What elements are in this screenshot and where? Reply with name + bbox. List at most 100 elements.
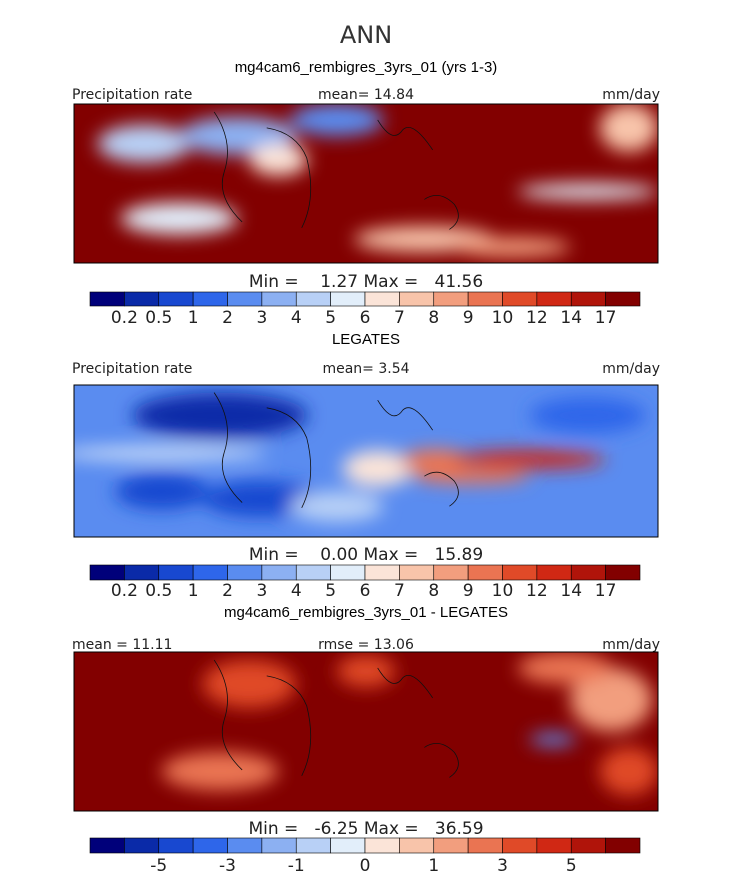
colorbar-box — [192, 564, 228, 581]
map — [74, 104, 658, 263]
colorbar-label: 5 — [566, 856, 577, 876]
colorbar-box — [502, 564, 538, 581]
map-region — [336, 655, 396, 687]
map-region — [120, 202, 238, 235]
colorbar-label: 14 — [560, 308, 582, 328]
colorbar-label: 5 — [325, 581, 336, 601]
colorbar-box — [467, 564, 503, 581]
stats-label: Min = -6.25 Max = 36.59 — [248, 819, 483, 839]
panel-heading: mg4cam6_rembigres_3yrs_01 - LEGATES — [224, 604, 508, 621]
top-center-label: mean= 14.84 — [318, 87, 414, 103]
colorbar-label: 4 — [291, 581, 302, 601]
coastline — [213, 111, 459, 230]
top-right-label: mm/day — [602, 361, 660, 377]
map — [74, 385, 658, 537]
colorbar-box — [261, 837, 297, 854]
colorbar-label: 3 — [256, 308, 267, 328]
colorbar-label: 0.2 — [111, 581, 138, 601]
colorbar-box — [605, 291, 641, 307]
map-region — [290, 104, 384, 136]
colorbar-label: 9 — [463, 308, 474, 328]
colorbar-box — [536, 564, 572, 581]
colorbar-box — [89, 564, 125, 581]
map-region — [517, 652, 612, 684]
colorbar-box — [399, 291, 435, 307]
map-region — [599, 747, 658, 796]
colorbar-label: 1 — [188, 308, 199, 328]
colorbar-label: 3 — [256, 581, 267, 601]
colorbar-label: 6 — [360, 308, 371, 328]
map-region — [570, 667, 653, 732]
map-frame — [73, 651, 659, 812]
colorbar-box — [89, 837, 125, 854]
colorbar-box — [158, 564, 194, 581]
colorbar-label: 14 — [560, 581, 582, 601]
colorbar-box — [570, 837, 606, 854]
colorbar-box — [192, 837, 228, 854]
map-frame — [73, 384, 659, 538]
colorbar-label: 8 — [428, 308, 439, 328]
map — [74, 652, 658, 811]
colorbar-box — [433, 291, 469, 307]
colorbar-box — [89, 291, 125, 307]
colorbar-label: 12 — [526, 308, 548, 328]
colorbar-box — [605, 837, 641, 854]
stats-label: Min = 0.00 Max = 15.89 — [249, 545, 483, 565]
colorbar-label: 7 — [394, 308, 405, 328]
colorbar-box — [192, 291, 228, 307]
colorbar-box — [295, 291, 331, 307]
colorbar-box — [330, 837, 366, 854]
colorbar-box — [227, 291, 263, 307]
map-region — [401, 448, 472, 474]
map-region — [249, 143, 308, 176]
colorbar-label: 6 — [360, 581, 371, 601]
colorbar-box — [261, 564, 297, 581]
colorbar-label: 7 — [394, 581, 405, 601]
colorbar-label: 0.5 — [145, 581, 172, 601]
coastline — [213, 659, 459, 778]
colorbar-label: 8 — [428, 581, 439, 601]
colorbar-box — [364, 837, 400, 854]
colorbar-label: 0.2 — [111, 308, 138, 328]
top-right-label: mm/day — [602, 637, 660, 653]
colorbar-box — [433, 837, 469, 854]
panel-heading: mg4cam6_rembigres_3yrs_01 (yrs 1-3) — [235, 59, 498, 76]
colorbar-label: 17 — [595, 581, 617, 601]
colorbar-box — [570, 291, 606, 307]
top-right-label: mm/day — [602, 87, 660, 103]
colorbar-box — [158, 291, 194, 307]
colorbar-label: 5 — [325, 308, 336, 328]
map-region — [453, 450, 606, 469]
colorbar-box — [227, 564, 263, 581]
colorbar-box — [295, 564, 331, 581]
coastline — [213, 392, 459, 508]
colorbar-box — [502, 291, 538, 307]
colorbar-box — [124, 837, 160, 854]
colorbar-label: 3 — [497, 856, 508, 876]
colorbar-label: 1 — [188, 581, 199, 601]
colorbar-box — [364, 564, 400, 581]
map-frame — [73, 103, 659, 264]
colorbar-label: 10 — [492, 581, 514, 601]
colorbar-box — [467, 837, 503, 854]
colorbar-box — [536, 291, 572, 307]
map-region — [290, 491, 384, 522]
top-center-label: rmse = 13.06 — [318, 637, 414, 653]
map-region — [412, 468, 530, 484]
colorbar-label: -3 — [219, 856, 236, 876]
top-left-label: Precipitation rate — [72, 361, 192, 377]
map-region — [161, 752, 279, 791]
map-field — [161, 652, 658, 796]
map-region — [453, 237, 571, 257]
map-region — [599, 104, 658, 152]
colorbar-label: 2 — [222, 308, 233, 328]
colorbar-box — [124, 564, 160, 581]
top-left-label: mean = 11.11 — [72, 637, 172, 653]
stats-label: Min = 1.27 Max = 41.56 — [249, 272, 483, 292]
map-field — [97, 104, 658, 257]
colorbar-label: 10 — [492, 308, 514, 328]
map-region — [97, 124, 191, 163]
top-left-label: Precipitation rate — [72, 87, 192, 103]
colorbar-label: 0 — [360, 856, 371, 876]
